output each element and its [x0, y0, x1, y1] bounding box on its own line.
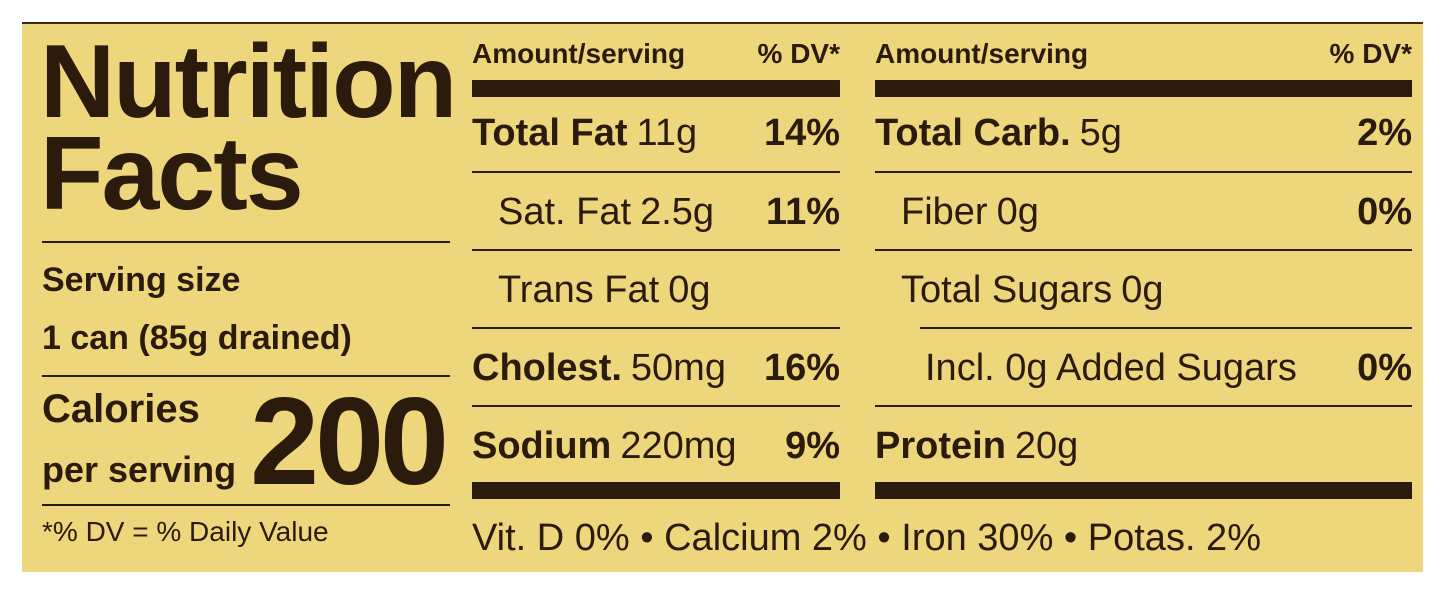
nutrient-name: Sat. Fat — [498, 191, 632, 233]
nutrient-dv: 2% — [1357, 112, 1412, 154]
nutrient-amount: 50mg — [630, 347, 726, 389]
nutrient-dv: 14% — [763, 112, 840, 154]
nutrient-row: Total Sugars 0g — [901, 271, 1164, 309]
nutrient-name: Total Carb. — [875, 112, 1071, 154]
divider — [472, 405, 840, 407]
footnote: *% DV = % Daily Value — [42, 516, 329, 547]
calories-label: per serving — [42, 449, 237, 490]
nutrient-row: Protein 20g — [875, 427, 1078, 465]
nutrient-amount: 20g — [1014, 425, 1079, 467]
divider — [875, 171, 1412, 173]
nutrient-row: Sodium 220mg — [472, 427, 737, 465]
header-dv: % DV* — [757, 38, 840, 69]
thick-bar — [472, 80, 840, 97]
nutrient-row: Fiber 0g — [901, 193, 1039, 231]
nutrient-name: Incl. 0g Added Sugars — [925, 347, 1297, 389]
divider — [875, 405, 1412, 407]
thick-bar — [875, 80, 1412, 97]
nutrient-dv: 0% — [1357, 191, 1412, 233]
serving-size-label: Serving size — [42, 261, 241, 299]
nutrient-dv: 0% — [1357, 347, 1412, 389]
nutrient-dv: 9% — [785, 425, 840, 467]
nutrient-amount: 0g — [668, 269, 711, 311]
header-amount: Amount/serving — [472, 38, 686, 69]
divider — [472, 171, 840, 173]
nutrient-name: Cholest. — [472, 347, 622, 389]
nutrient-amount: 0g — [1121, 269, 1164, 311]
divider — [42, 504, 450, 506]
nutrition-label — [22, 22, 1423, 572]
thick-bar — [472, 482, 840, 499]
divider — [920, 327, 1412, 329]
nutrient-name: Total Fat — [472, 112, 628, 154]
nutrient-amount: 5g — [1079, 112, 1122, 154]
nutrient-name: Trans Fat — [498, 269, 660, 311]
nutrient-row: Trans Fat 0g — [498, 271, 710, 309]
divider — [875, 249, 1412, 251]
thick-bar — [875, 482, 1412, 499]
calories-label: Calories — [42, 387, 200, 431]
nutrient-amount: 0g — [996, 191, 1039, 233]
calories: 200 — [250, 373, 449, 511]
nutrient-name: Sodium — [472, 425, 612, 467]
serving-size: 1 can (85g drained) — [42, 319, 352, 357]
header-dv: % DV* — [1329, 38, 1412, 69]
nutrient-amount: 220mg — [620, 425, 737, 467]
divider — [42, 241, 450, 243]
nutrient-amount: 11g — [636, 112, 698, 154]
nutrient-name: Protein — [875, 425, 1006, 467]
nutrient-name: Fiber — [901, 191, 988, 233]
title: Facts — [40, 116, 304, 232]
nutrient-row: Total Fat 11g — [472, 114, 697, 152]
title: Nutrition — [40, 24, 457, 140]
divider — [472, 249, 840, 251]
header-amount: Amount/serving — [875, 38, 1089, 69]
nutrient-amount: 2.5g — [640, 191, 715, 233]
nutrient-row: Incl. 0g Added Sugars — [925, 349, 1297, 387]
nutrient-row: Cholest. 50mg — [472, 349, 726, 387]
nutrient-row: Sat. Fat 2.5g — [498, 193, 714, 231]
nutrient-name: Total Sugars — [901, 269, 1113, 311]
nutrient-dv: 11% — [766, 191, 840, 233]
nutrient-row: Total Carb. 5g — [875, 114, 1122, 152]
divider — [42, 375, 450, 377]
vitamins: Vit. D 0% • Calcium 2% • Iron 30% • Pota… — [472, 517, 1261, 559]
nutrient-dv: 16% — [763, 347, 840, 389]
divider — [472, 327, 840, 329]
